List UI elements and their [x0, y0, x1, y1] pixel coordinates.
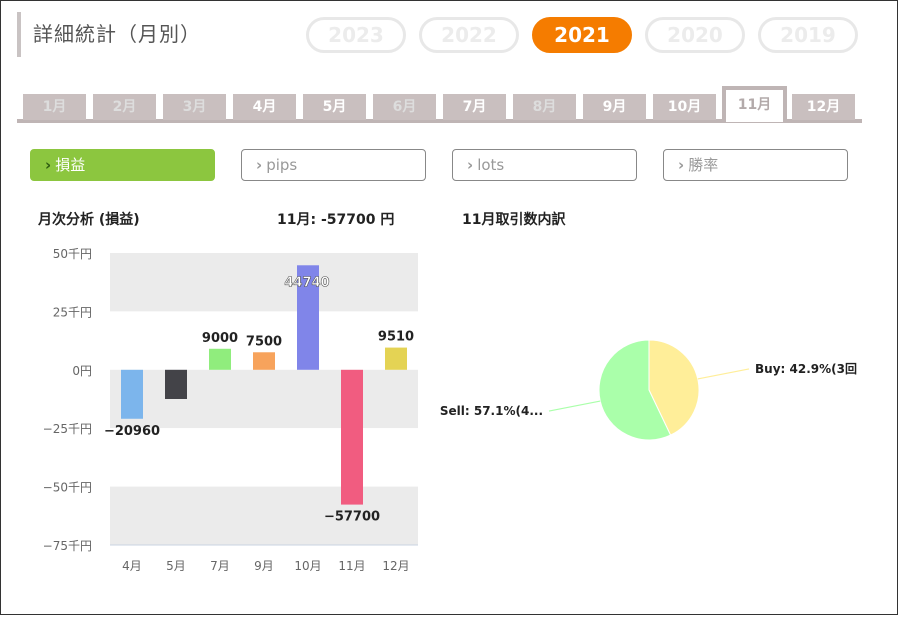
- chevron-right-icon: ›: [256, 156, 263, 174]
- monthly-pnl-bar-chart: 50千円 25千円 0円 −25千円 −50千円 −75千円 −20960 4月 5月 9000 7…: [43, 247, 418, 573]
- year-button-2020[interactable]: 2020: [645, 17, 745, 53]
- bar[interactable]: [297, 265, 319, 370]
- tab-month-8: 8月: [513, 94, 576, 120]
- tab-month-2: 2月: [93, 94, 156, 120]
- bar[interactable]: [121, 369, 143, 419]
- tab-month-1: 1月: [23, 94, 86, 120]
- year-button-2021[interactable]: 2021: [532, 17, 632, 53]
- year-selector: 2023 2022 2021 2020 2019: [306, 17, 858, 53]
- month-total: 11月: -57700 円: [277, 212, 395, 228]
- grid-band: [110, 369, 418, 429]
- metric-label-pnl: 損益: [55, 156, 86, 174]
- year-button-2022[interactable]: 2022: [419, 17, 519, 53]
- tab-month-12[interactable]: 12月: [792, 94, 855, 120]
- tab-month-6: 6月: [373, 94, 436, 120]
- metric-label-winrate: 勝率: [688, 156, 719, 174]
- y-tick-label: 25千円: [53, 305, 92, 319]
- metric-button-pnl[interactable]: › 損益: [30, 149, 215, 181]
- bar-data-label: −57700: [324, 510, 380, 525]
- bar[interactable]: [385, 347, 407, 370]
- y-tick-label: −75千円: [43, 539, 92, 553]
- grid-band: [110, 486, 418, 545]
- pie-slice-label: Sell: 57.1%(4...: [440, 404, 543, 418]
- tab-month-9[interactable]: 9月: [583, 94, 646, 120]
- bar-data-label: 9510: [378, 330, 414, 345]
- pie-slice[interactable]: [598, 339, 672, 441]
- tab-month-7[interactable]: 7月: [443, 94, 506, 120]
- year-button-2023[interactable]: 2023: [306, 17, 406, 53]
- chevron-right-icon: ›: [678, 156, 685, 174]
- tab-month-3: 3月: [163, 94, 226, 120]
- metric-button-winrate[interactable]: › 勝率: [663, 149, 848, 181]
- metric-button-pips[interactable]: › pips: [241, 149, 426, 181]
- pie-connector: [548, 400, 601, 412]
- bar-data-label: 7500: [246, 334, 282, 349]
- metric-button-lots[interactable]: › lots: [452, 149, 637, 181]
- grid-band: [110, 428, 418, 487]
- year-button-2019[interactable]: 2019: [758, 17, 858, 53]
- x-tick-label: 5月: [166, 559, 186, 573]
- bar[interactable]: [341, 369, 363, 505]
- bar-data-label: 9000: [202, 331, 238, 346]
- tab-month-4[interactable]: 4月: [233, 94, 296, 120]
- tab-month-11[interactable]: 11月: [722, 86, 787, 122]
- page-title: 詳細統計（月別）: [33, 22, 201, 46]
- x-tick-label: 11月: [338, 559, 365, 573]
- x-tick-label: 12月: [382, 559, 409, 573]
- trade-breakdown-pie-chart: Buy: 42.9%(3回 Sell: 57.1%(4...: [440, 339, 857, 441]
- tab-month-10[interactable]: 10月: [653, 94, 716, 120]
- x-tick-label: 10月: [294, 559, 321, 573]
- y-tick-label: −50千円: [43, 481, 92, 495]
- metric-label-lots: lots: [477, 156, 505, 174]
- bar[interactable]: [209, 348, 231, 370]
- metric-label-pips: pips: [266, 156, 298, 174]
- x-tick-label: 7月: [210, 559, 230, 573]
- bar[interactable]: [165, 369, 187, 399]
- pie-chart-title: 11月取引数内訳: [462, 212, 566, 228]
- title-accent-bar: [17, 12, 21, 57]
- grid-band: [110, 253, 418, 312]
- bar-data-label: −20960: [104, 424, 160, 439]
- pie-slice-label: Buy: 42.9%(3回: [755, 362, 857, 376]
- x-tick-label: 4月: [122, 559, 142, 573]
- chevron-right-icon: ›: [45, 156, 52, 174]
- bar-data-label: 44740: [284, 275, 329, 290]
- bar[interactable]: [253, 352, 275, 370]
- month-tabs-baseline: [17, 119, 862, 123]
- y-tick-label: 0円: [72, 364, 92, 378]
- tab-month-5[interactable]: 5月: [303, 94, 366, 120]
- x-tick-label: 9月: [254, 559, 274, 573]
- month-tabs: 1月 2月 3月 4月 5月 6月 7月 8月 9月 10月 11月 12月: [17, 86, 862, 123]
- bar-chart-title: 月次分析 (損益): [38, 212, 140, 228]
- pie-connector: [697, 368, 750, 380]
- chevron-right-icon: ›: [467, 156, 474, 174]
- y-tick-label: 50千円: [53, 247, 92, 261]
- y-tick-label: −25千円: [43, 422, 92, 436]
- pie-slice[interactable]: [648, 339, 700, 436]
